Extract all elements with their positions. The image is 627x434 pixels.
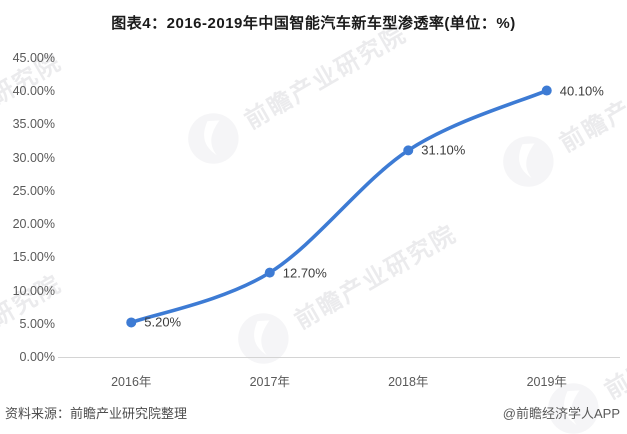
- y-tick-label: 40.00%: [12, 84, 55, 99]
- series-line: [129, 88, 549, 325]
- x-tick-label: 2017年: [249, 375, 290, 389]
- y-tick-label: 15.00%: [12, 250, 55, 265]
- source-note: 资料来源：前瞻产业研究院整理: [5, 406, 188, 421]
- chart-title: 图表4：2016-2019年中国智能汽车新车型渗透率(单位：%): [111, 15, 516, 32]
- y-tick-label: 10.00%: [12, 283, 55, 298]
- y-tick-label: 30.00%: [12, 150, 55, 165]
- x-tick-label: 2018年: [388, 375, 429, 389]
- app-credit: @前瞻经济学人APP: [502, 406, 620, 421]
- data-point-label: 40.10%: [559, 83, 604, 99]
- series-markers: [126, 85, 552, 328]
- y-tick-label: 20.00%: [12, 217, 55, 232]
- data-point-marker: [403, 145, 414, 156]
- data-point-marker: [264, 267, 275, 278]
- data-point-marker: [126, 317, 137, 328]
- x-tick-label: 2016年: [111, 375, 152, 389]
- y-tick-label: 0.00%: [19, 350, 55, 364]
- y-tick-label: 5.00%: [19, 316, 55, 331]
- data-point-marker: [541, 85, 552, 96]
- data-point-label: 31.10%: [421, 142, 466, 158]
- data-point-label: 5.20%: [144, 314, 182, 330]
- y-tick-label: 35.00%: [12, 117, 55, 132]
- y-tick-label: 25.00%: [12, 183, 55, 198]
- data-point-label: 12.70%: [282, 265, 327, 281]
- x-tick-label: 2019年: [526, 375, 567, 389]
- y-tick-label: 45.00%: [12, 51, 55, 65]
